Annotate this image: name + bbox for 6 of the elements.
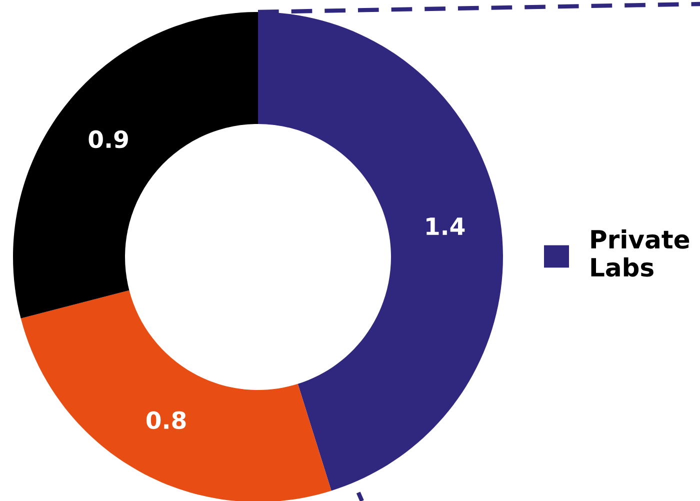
data-label: 0.8: [146, 411, 186, 430]
data-label: 0.9: [88, 130, 128, 148]
donut-slice: [13, 12, 258, 318]
legend-label: Private Labs: [591, 229, 690, 277]
data-label: 1.4: [426, 218, 465, 235]
donut-slice: [20, 290, 332, 501]
